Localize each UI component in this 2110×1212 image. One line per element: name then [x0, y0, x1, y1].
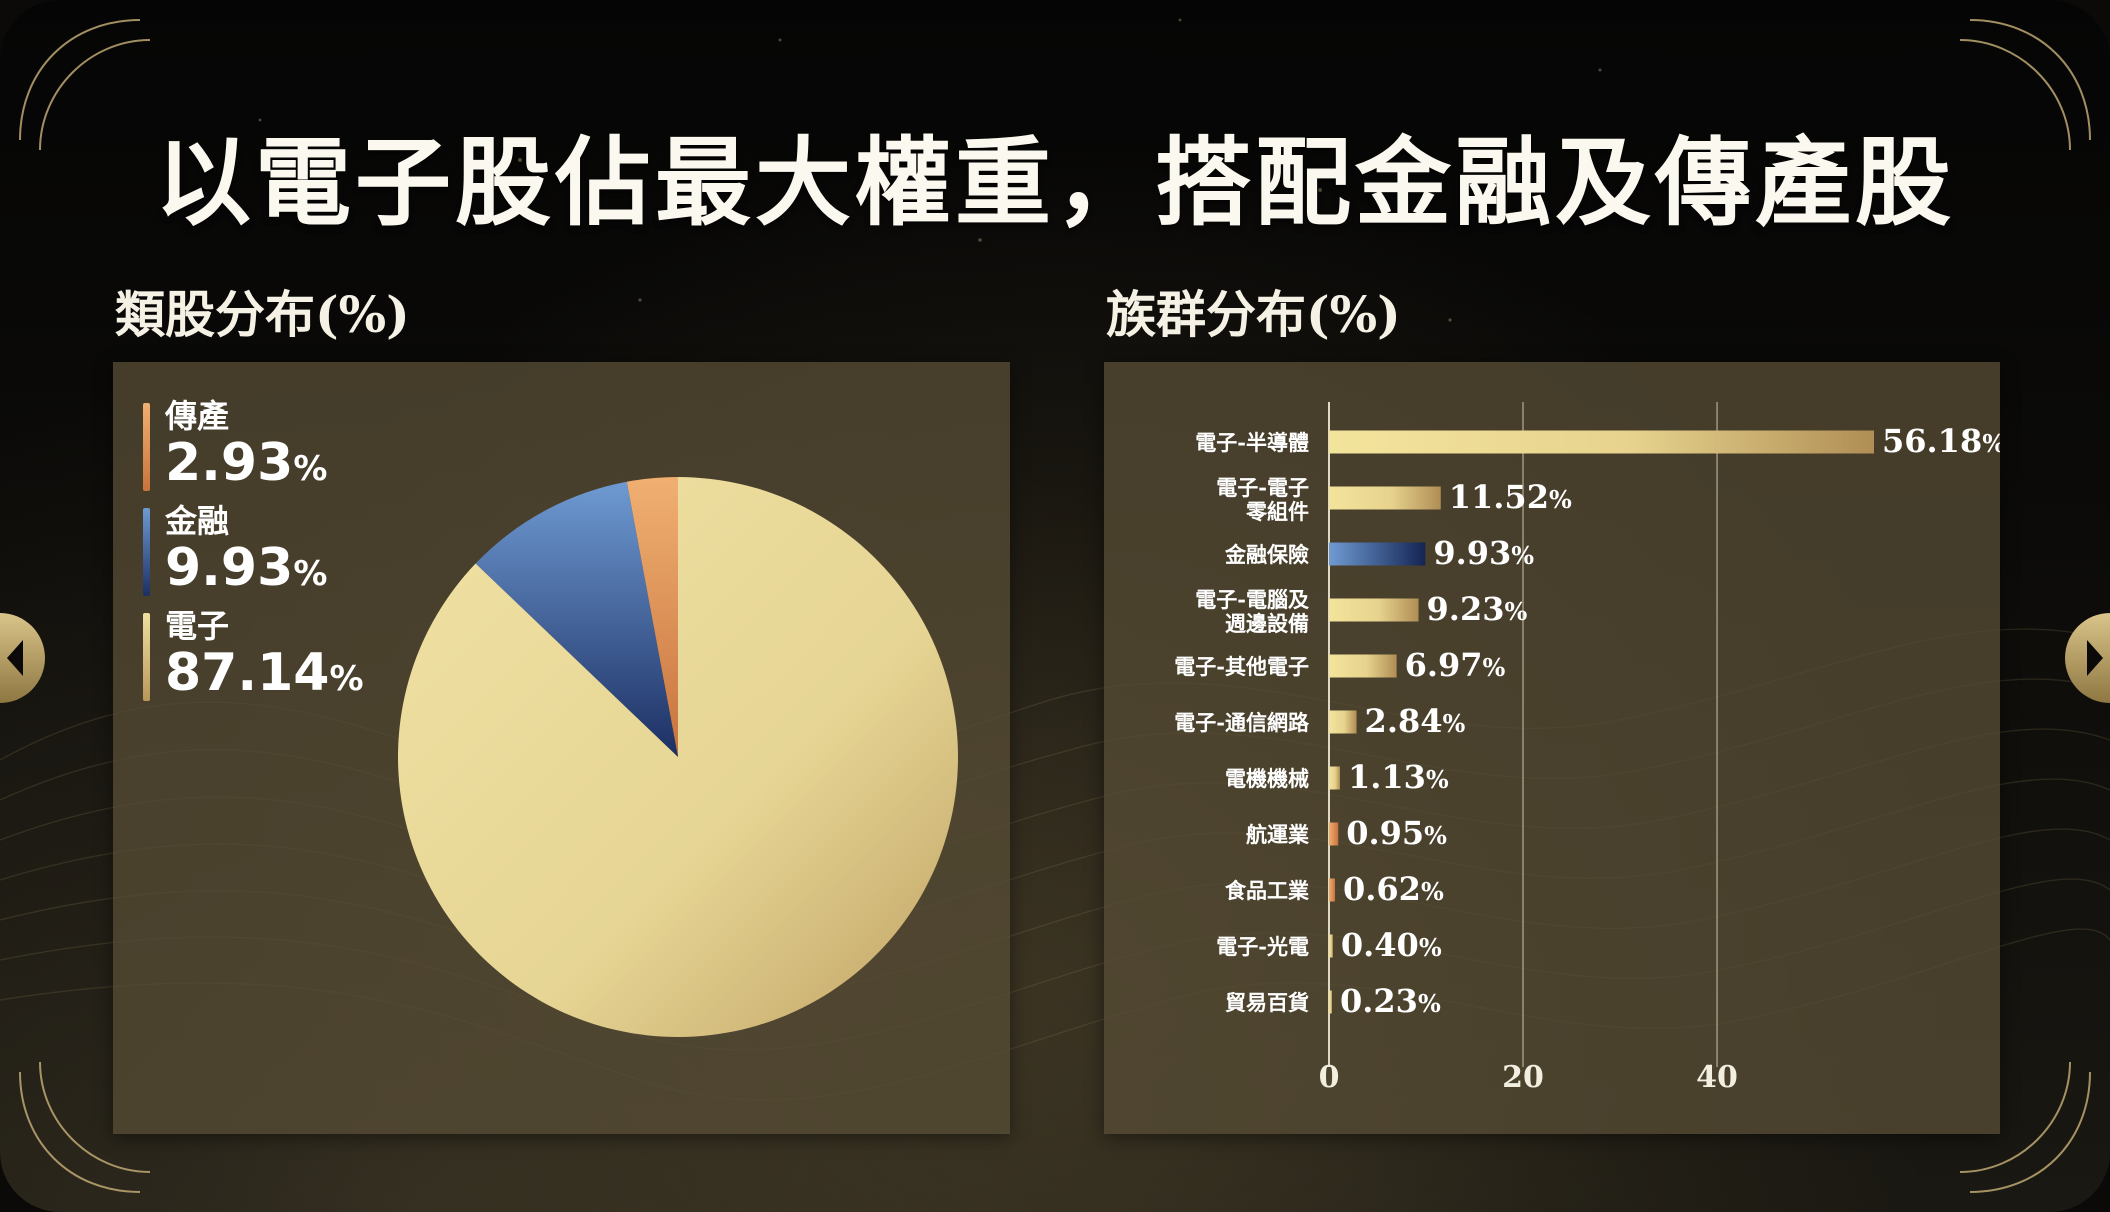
bar — [1329, 710, 1357, 734]
pie-chart — [397, 477, 958, 1037]
legend-value: 87.14% — [165, 643, 364, 703]
x-tick-label: 0 — [1319, 1060, 1340, 1095]
x-tick-label: 20 — [1502, 1060, 1544, 1095]
bar — [1329, 934, 1333, 958]
value-label: 0.62% — [1343, 870, 1444, 908]
bar — [1329, 542, 1426, 566]
category-label: 電子-半導體 — [1195, 430, 1309, 455]
bar — [1329, 486, 1441, 510]
value-label: 56.18% — [1882, 422, 2000, 460]
bar — [1329, 654, 1397, 678]
category-label: 金融保險 — [1224, 542, 1309, 567]
value-label: 9.23% — [1427, 590, 1528, 628]
legend-label: 電子 — [165, 607, 230, 645]
bar-chart: 0 20 40 電子-半導體 56.18% 電子-電子零組件 11.52% 金融保險 9.93… — [1174, 402, 2000, 1095]
chevron-right-icon — [2087, 640, 2103, 676]
legend-item-finance: 金融 9.93% — [143, 502, 443, 607]
category-label: 電子-光電 — [1216, 934, 1309, 959]
value-label: 11.52% — [1449, 478, 1572, 516]
bar — [1329, 766, 1340, 790]
x-tick-label: 40 — [1696, 1060, 1738, 1095]
chevron-left-icon — [7, 640, 23, 676]
bar — [1329, 430, 1874, 454]
value-label: 6.97% — [1405, 646, 1506, 684]
legend-label: 傳產 — [165, 397, 230, 435]
legend-swatch — [143, 403, 150, 491]
legend-value: 2.93% — [165, 433, 328, 493]
pie-slice-electronics — [397, 477, 958, 1037]
legend-value: 9.93% — [165, 538, 328, 598]
bar-chart-panel: 0 20 40 電子-半導體 56.18% 電子-電子零組件 11.52% 金融保險 9.93… — [1104, 362, 2000, 1134]
bar — [1329, 598, 1419, 622]
value-label: 2.84% — [1365, 702, 1466, 740]
category-label: 電子-通信網路 — [1174, 710, 1310, 735]
legend-swatch — [143, 508, 150, 596]
bar — [1329, 990, 1332, 1014]
category-label: 電機機械 — [1225, 766, 1309, 791]
category-label: 食品工業 — [1225, 878, 1310, 903]
category-label: 電子-電腦及週邊設備 — [1195, 587, 1310, 636]
legend-label: 金融 — [165, 502, 230, 540]
category-label: 航運業 — [1246, 822, 1310, 847]
legend-item-electronics: 電子 87.14% — [143, 607, 443, 712]
value-label: 0.95% — [1346, 814, 1447, 852]
bar — [1329, 822, 1339, 846]
pie-section-title: 類股分布(%) — [115, 285, 410, 344]
value-label: 9.93% — [1433, 534, 1534, 572]
value-label: 1.13% — [1348, 758, 1449, 796]
pie-legend: 傳產 2.93% 金融 9.93% 電子 87.14% — [143, 397, 443, 712]
bar-section-title: 族群分布(%) — [1106, 285, 1401, 344]
page-title: 以電子股佔最大權重，搭配金融及傳產股 — [155, 126, 1955, 239]
value-label: 0.23% — [1340, 982, 1441, 1020]
category-label: 貿易百貨 — [1225, 990, 1309, 1015]
legend-swatch — [143, 613, 150, 701]
category-label: 電子-其他電子 — [1174, 654, 1309, 679]
value-label: 0.40% — [1341, 926, 1442, 964]
pie-slice-industrial — [626, 477, 678, 757]
pie-chart-panel: 傳產 2.93% 金融 9.93% 電子 87.14% — [113, 362, 1010, 1134]
bar — [1329, 878, 1336, 902]
pie-slice-finance — [475, 481, 678, 757]
category-label: 電子-電子零組件 — [1216, 475, 1309, 524]
legend-item-industrial: 傳產 2.93% — [143, 397, 443, 502]
